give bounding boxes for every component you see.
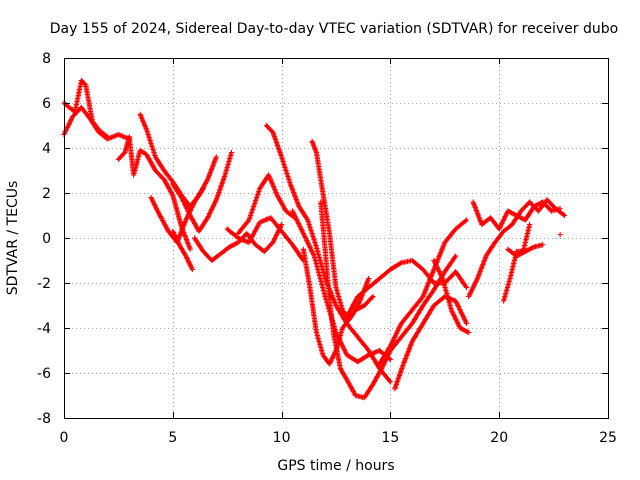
x-axis-label: GPS time / hours [277, 458, 394, 474]
y-tick-label: -4 [37, 321, 51, 337]
chart-title: Day 155 of 2024, Sidereal Day-to-day VTE… [50, 21, 618, 37]
y-tick-label: 0 [42, 231, 51, 247]
y-tick-label: -6 [37, 366, 51, 382]
x-tick-label: 10 [273, 430, 291, 446]
x-tick-label: 0 [60, 430, 69, 446]
y-tick-label: 8 [42, 51, 51, 67]
tick-labels: 0 5 10 15 20 25 -8 -6 -4 -2 0 2 4 6 8 [37, 51, 617, 446]
y-tick-label: 2 [42, 186, 51, 202]
x-tick-label: 25 [599, 430, 617, 446]
x-tick-label: 5 [168, 430, 177, 446]
y-tick-label: -2 [37, 276, 51, 292]
y-tick-label: 6 [42, 96, 51, 112]
y-tick-label: -8 [37, 411, 51, 427]
x-tick-label: 15 [381, 430, 399, 446]
x-tick-label: 20 [490, 430, 508, 446]
axis-ticks [64, 58, 609, 419]
y-tick-label: 4 [42, 141, 51, 157]
y-axis-label: SDTVAR / TECUs [5, 181, 21, 296]
